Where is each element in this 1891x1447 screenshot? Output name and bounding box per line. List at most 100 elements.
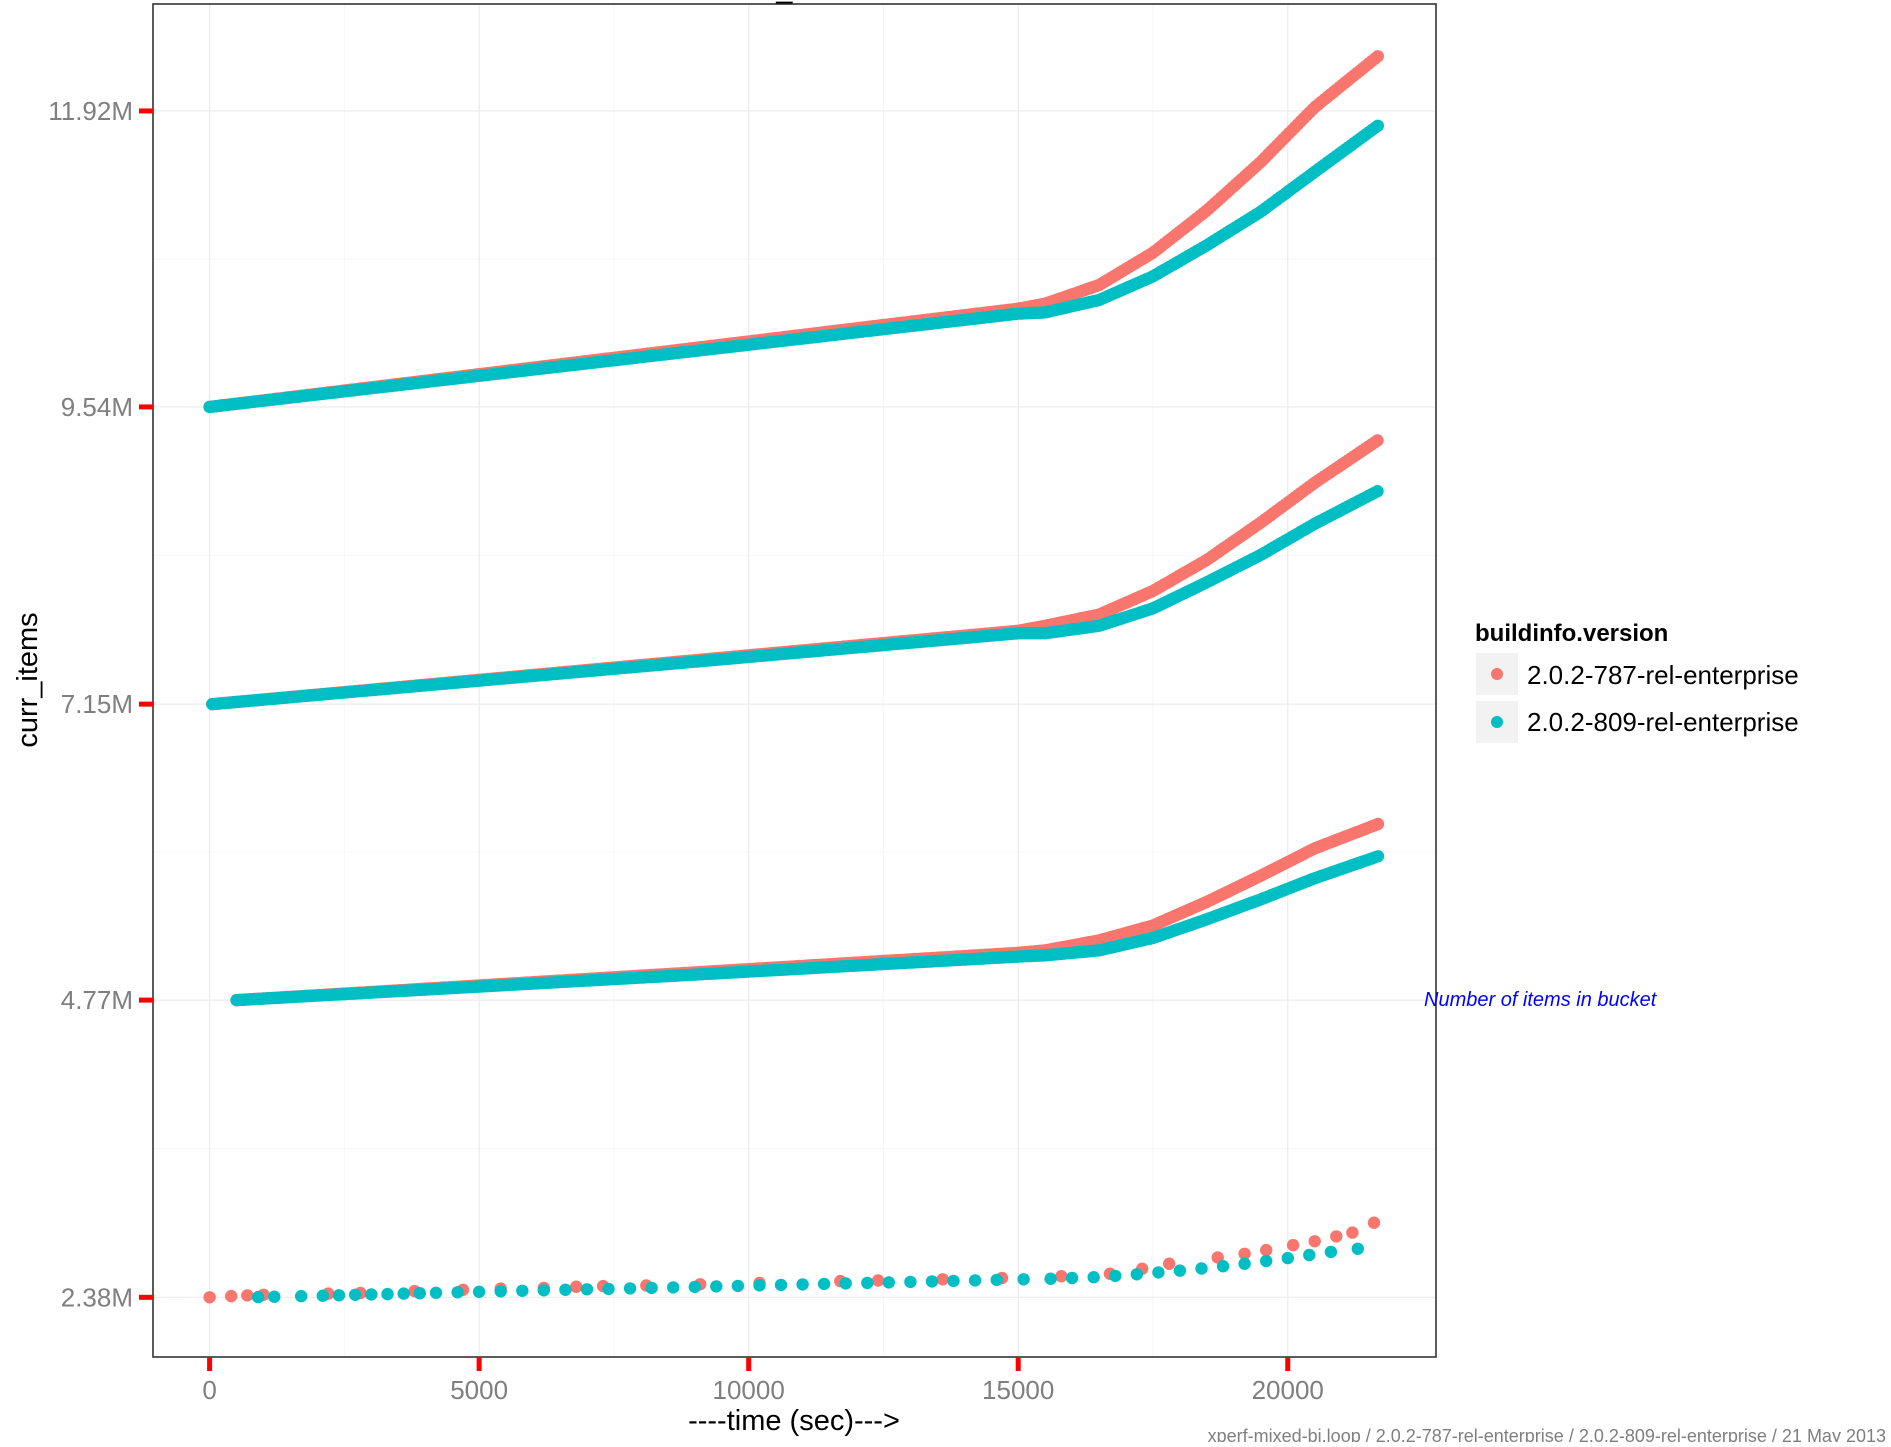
sparse-809-point	[559, 1283, 572, 1297]
sparse-809-point	[268, 1290, 281, 1303]
y-tick-label: 2.38M	[61, 1282, 133, 1312]
sparse-809-point	[1195, 1262, 1208, 1275]
sparse-787-point	[225, 1289, 238, 1303]
legend-label-787: 2.0.2-787-rel-enterprise	[1527, 660, 1799, 690]
sparse-809-point	[861, 1276, 874, 1290]
legend-label-809: 2.0.2-809-rel-enterprise	[1527, 707, 1799, 737]
sparse-809-point	[968, 1274, 982, 1287]
legend-item-809: 2.0.2-809-rel-enterprise	[1476, 701, 1799, 743]
sparse-787-point	[1286, 1238, 1300, 1252]
sparse-809-point	[494, 1285, 507, 1298]
sparse-809-point	[1238, 1257, 1251, 1270]
sparse-809-point	[645, 1281, 658, 1295]
sparse-809-point	[349, 1288, 362, 1302]
sparse-809-point	[580, 1283, 594, 1296]
sparse-809-point	[316, 1289, 329, 1302]
sparse-809-point	[1324, 1245, 1338, 1259]
sparse-787-point	[936, 1273, 949, 1286]
x-tick-label: 5000	[450, 1375, 508, 1405]
sparse-787-point	[203, 1291, 216, 1304]
sparse-809-point	[667, 1281, 680, 1294]
sparse-809-point	[904, 1275, 917, 1289]
caption-text: xperf-mixed-bi.loop / 2.0.2-787-rel-ente…	[1208, 1426, 1886, 1442]
y-tick-label: 4.77M	[61, 985, 133, 1015]
y-axis-title: curr_items	[12, 612, 44, 747]
sparse-809-point	[332, 1289, 346, 1302]
points-layer	[203, 50, 1385, 1304]
legend-key-809-icon	[1491, 716, 1503, 728]
sparse-809-point	[1065, 1271, 1079, 1285]
sparse-787-point	[1238, 1247, 1251, 1261]
sparse-809-point	[1216, 1260, 1230, 1273]
sparse-809-point	[1260, 1254, 1273, 1268]
sparse-809-point	[472, 1285, 486, 1299]
sparse-809-point	[817, 1277, 831, 1291]
sparse-787-point	[871, 1274, 885, 1287]
sparse-809-point	[1173, 1264, 1187, 1277]
sparse-809-point	[365, 1288, 378, 1301]
sparse-809-point	[990, 1273, 1003, 1287]
sparse-809-point	[925, 1275, 939, 1288]
series-787-point	[1371, 434, 1384, 447]
sparse-809-point	[753, 1279, 766, 1292]
sparse-809-point	[1303, 1248, 1316, 1262]
legend-item-787: 2.0.2-787-rel-enterprise	[1476, 653, 1799, 695]
sparse-809-point	[251, 1290, 265, 1304]
legend: buildinfo.version 2.0.2-787-rel-enterpri…	[1475, 620, 1799, 743]
sparse-809-point	[947, 1274, 960, 1288]
sparse-809-point	[1130, 1268, 1144, 1281]
series-809-point	[1371, 485, 1384, 498]
sparse-809-point	[796, 1278, 809, 1291]
chart-title: curr_items	[726, 0, 861, 5]
sparse-809-point	[295, 1289, 308, 1303]
grid-layer	[153, 4, 1436, 1357]
sparse-809-point	[688, 1280, 701, 1294]
sparse-809-point	[1281, 1251, 1295, 1265]
sparse-809-point	[397, 1287, 410, 1300]
sparse-809-point	[710, 1280, 723, 1293]
legend-key-787-icon	[1491, 668, 1503, 680]
sparse-809-point	[623, 1282, 637, 1295]
sparse-809-point	[516, 1284, 529, 1298]
sparse-809-point	[1087, 1271, 1100, 1284]
sparse-787-point	[1163, 1257, 1176, 1270]
sparse-787-point	[1330, 1230, 1343, 1243]
sparse-787-point	[1367, 1216, 1381, 1229]
sparse-809-point	[839, 1277, 852, 1290]
sparse-809-point	[1152, 1266, 1165, 1279]
legend-title: buildinfo.version	[1475, 620, 1668, 647]
y-tick-label: 9.54M	[61, 392, 133, 422]
sparse-787-point	[1055, 1270, 1068, 1283]
sparse-809-point	[731, 1279, 745, 1293]
sparse-787-point	[1260, 1243, 1273, 1257]
series-809-point	[1371, 850, 1385, 863]
x-tick-label: 15000	[982, 1375, 1054, 1405]
sparse-809-point	[602, 1282, 615, 1296]
plot-panel-border	[152, 3, 1437, 1358]
sparse-809-point	[1017, 1273, 1030, 1286]
x-tick-label: 0	[202, 1375, 216, 1405]
sparse-809-point	[537, 1284, 550, 1297]
series-787-point	[1371, 50, 1385, 63]
sparse-809-point	[882, 1276, 895, 1289]
sparse-809-point	[381, 1287, 394, 1301]
sparse-809-point	[413, 1287, 426, 1300]
x-axis-title: ----time (sec)--->	[688, 1405, 900, 1437]
series-787-point	[1371, 817, 1385, 831]
sparse-787-point	[241, 1289, 254, 1302]
sparse-809-point	[451, 1286, 464, 1299]
sparse-787-point	[570, 1280, 583, 1293]
series-809-point	[1371, 119, 1385, 132]
axis-layer: 0 5000 10000 15000 20000 2.38M 4.77M 7.15M 9.54M…	[48, 96, 1324, 1405]
x-tick-label: 20000	[1252, 1375, 1324, 1405]
sparse-809-point	[774, 1278, 788, 1292]
sparse-787-point	[1308, 1235, 1321, 1248]
y-tick-label: 11.92M	[48, 96, 133, 126]
sparse-809-point	[429, 1286, 443, 1300]
x-tick-label: 10000	[713, 1375, 785, 1405]
y-tick-label: 7.15M	[61, 689, 133, 719]
sparse-809-point	[1351, 1242, 1365, 1256]
annotation-text: Number of items in bucket	[1424, 989, 1658, 1011]
